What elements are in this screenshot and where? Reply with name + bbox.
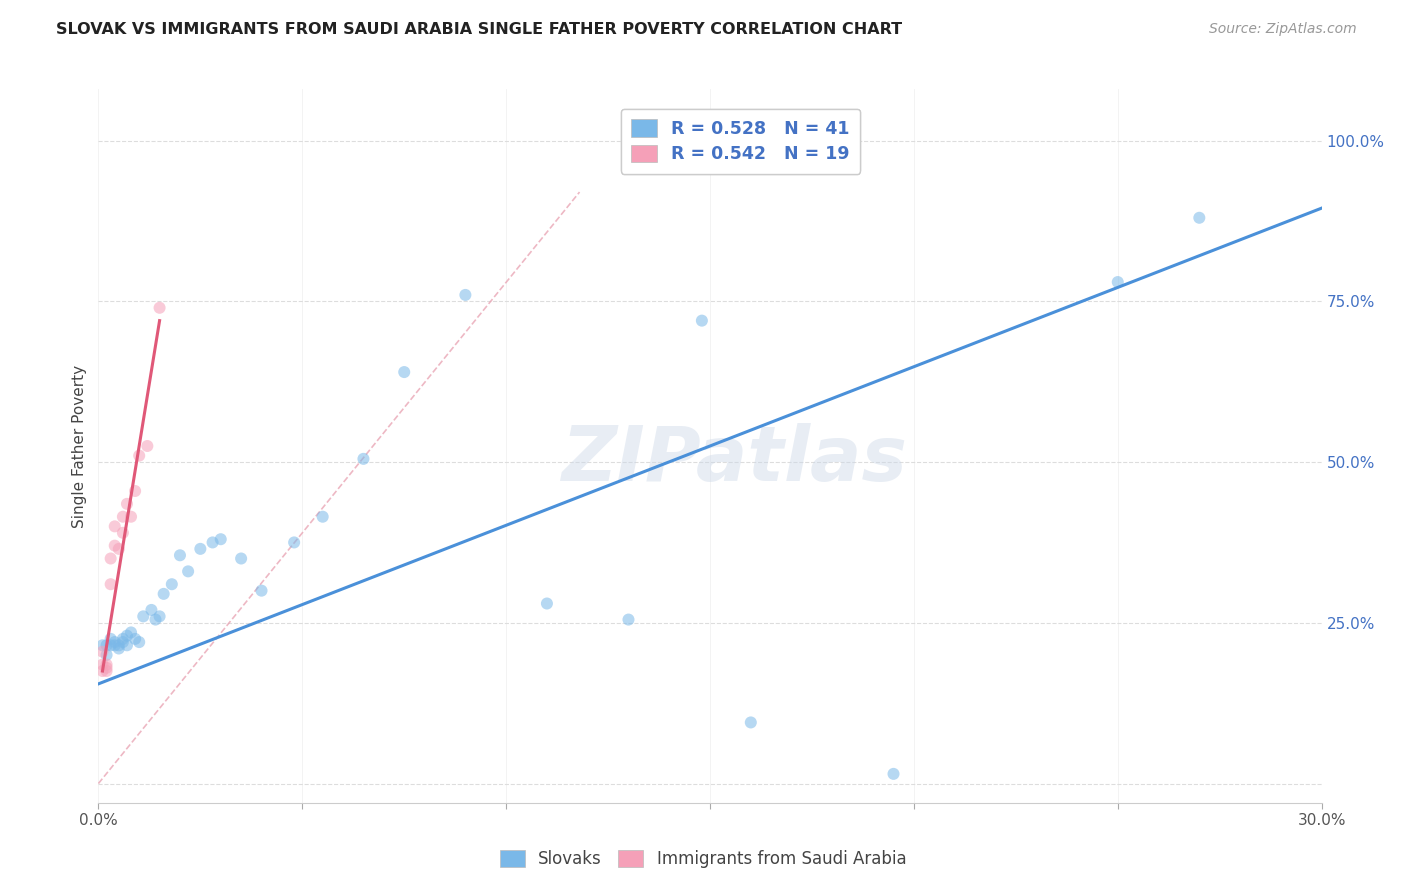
Point [1188, 211, 1211, 225]
Point [454, 288, 477, 302]
Point [104, 635, 127, 649]
Text: ZIPatlas: ZIPatlas [561, 424, 907, 497]
Point [536, 597, 558, 611]
Point [132, 609, 155, 624]
Point [124, 632, 146, 646]
Point [96, 664, 118, 678]
Point [312, 509, 335, 524]
Point [96, 648, 118, 662]
Point [201, 535, 224, 549]
Point [250, 583, 273, 598]
Point [108, 638, 131, 652]
Point [115, 638, 138, 652]
Point [169, 549, 191, 563]
Point [149, 301, 172, 315]
Y-axis label: Single Father Poverty: Single Father Poverty [72, 365, 87, 527]
Legend: Slovaks, Immigrants from Saudi Arabia: Slovaks, Immigrants from Saudi Arabia [494, 843, 912, 875]
Point [91, 657, 114, 672]
Point [209, 533, 232, 547]
Point [104, 638, 127, 652]
Point [883, 767, 905, 781]
Point [115, 497, 138, 511]
Point [617, 613, 640, 627]
Point [690, 313, 713, 327]
Point [108, 641, 131, 656]
Point [111, 635, 134, 649]
Point [145, 613, 167, 627]
Point [91, 638, 114, 652]
Point [111, 509, 134, 524]
Point [120, 509, 142, 524]
Point [152, 587, 174, 601]
Point [100, 551, 122, 566]
Point [128, 635, 150, 649]
Point [111, 525, 134, 540]
Point [149, 609, 172, 624]
Point [740, 715, 762, 730]
Point [188, 541, 212, 556]
Legend: R = 0.528   N = 41, R = 0.542   N = 19: R = 0.528 N = 41, R = 0.542 N = 19 [621, 109, 860, 174]
Point [96, 657, 118, 672]
Point [104, 519, 127, 533]
Point [352, 451, 374, 466]
Point [177, 565, 200, 579]
Text: Source: ZipAtlas.com: Source: ZipAtlas.com [1209, 22, 1357, 37]
Point [231, 551, 253, 566]
Point [91, 664, 114, 678]
Point [100, 638, 122, 652]
Point [111, 632, 134, 646]
Point [283, 535, 305, 549]
Point [115, 629, 138, 643]
Point [120, 625, 142, 640]
Point [124, 483, 146, 498]
Point [100, 632, 122, 646]
Point [136, 439, 159, 453]
Point [100, 577, 122, 591]
Point [96, 661, 118, 675]
Point [160, 577, 183, 591]
Point [91, 645, 114, 659]
Point [108, 541, 131, 556]
Point [128, 449, 150, 463]
Point [104, 539, 127, 553]
Point [141, 603, 163, 617]
Text: SLOVAK VS IMMIGRANTS FROM SAUDI ARABIA SINGLE FATHER POVERTY CORRELATION CHART: SLOVAK VS IMMIGRANTS FROM SAUDI ARABIA S… [56, 22, 903, 37]
Point [1107, 275, 1129, 289]
Point [96, 638, 118, 652]
Point [392, 365, 416, 379]
